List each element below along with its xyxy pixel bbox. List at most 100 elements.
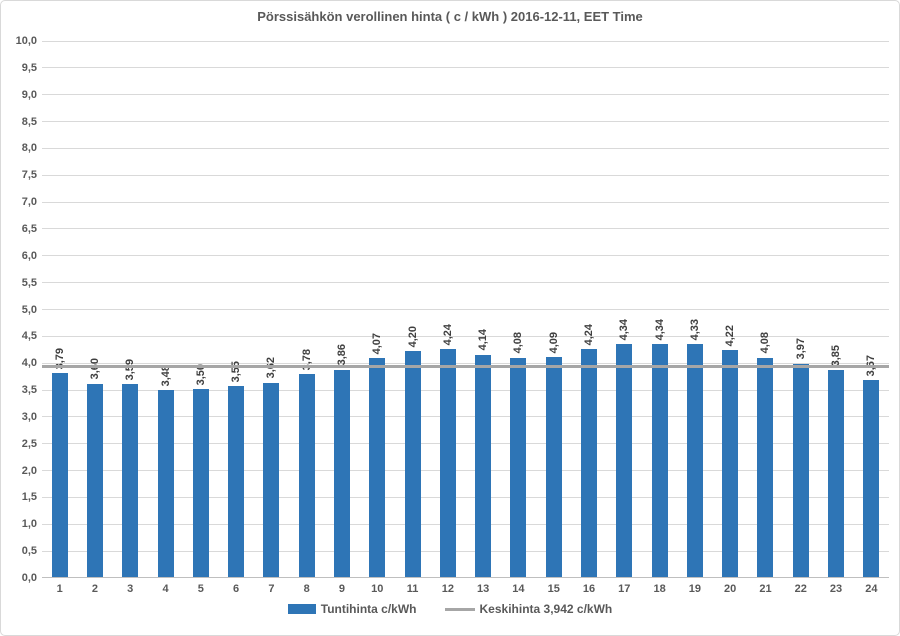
x-tick-label: 7 [268,583,275,595]
gridline [42,121,889,123]
y-tick-label: 6,5 [21,222,37,235]
x-tick-label: 1 [56,583,63,595]
y-tick-label: 3,0 [21,410,37,423]
gridline [42,282,889,284]
bar-value-label: 3,60 [88,358,101,380]
gridline [42,94,889,96]
bar-slot: 3,97 [783,41,818,578]
y-tick-label: 5,0 [21,303,37,316]
y-tick-label: 2,0 [21,464,37,477]
bar-slot: 3,59 [113,41,148,578]
bar [157,390,174,577]
bar [651,343,668,577]
bar [722,350,739,577]
gridline [42,443,889,445]
gridline [42,40,889,42]
bar-value-label: 4,34 [618,318,631,340]
bar-slot: 4,09 [536,41,571,578]
legend: Tuntihinta c/kWh Keskihinta 3,942 c/kWh [1,602,899,616]
gridline [42,67,889,69]
x-axis-line [42,577,889,578]
y-tick-label: 8,5 [21,115,37,128]
legend-item-average: Keskihinta 3,942 c/kWh [444,602,612,616]
bar [122,384,139,577]
average-line [42,364,889,368]
bar-slot: 4,20 [395,41,430,578]
bar [228,386,245,577]
bar-value-label: 4,07 [371,333,384,355]
bar-value-label: 3,62 [265,357,278,379]
bar-slot: 3,86 [324,41,359,578]
bar-value-label: 4,22 [724,324,737,347]
bar-slot: 4,14 [466,41,501,578]
x-tick-label: 11 [406,583,419,595]
bar [298,374,315,577]
bar [686,344,703,577]
x-tick-label: 4 [162,583,169,595]
x-tick-label: 5 [197,583,204,595]
bar [51,373,68,577]
bar-value-label: 3,48 [159,364,172,387]
x-tick-label: 17 [618,583,631,595]
bar-value-label: 4,09 [547,331,560,354]
gridline [42,470,889,472]
y-tick-label: 4,5 [21,330,37,343]
legend-item-series: Tuntihinta c/kWh [287,602,417,616]
y-tick-label: 7,5 [21,169,37,182]
chart-title: Pörssisähkön verollinen hinta ( c / kWh … [257,9,643,24]
gridline [42,174,889,176]
bar [581,349,598,577]
bar [828,370,845,577]
bar [757,357,774,577]
y-tick-label: 7,0 [21,196,37,209]
bar-slot: 4,34 [607,41,642,578]
gridline [42,523,889,525]
x-tick-label: 12 [441,583,454,595]
bar-value-label: 4,14 [477,329,490,351]
bar-value-label: 4,34 [653,318,666,340]
y-tick-label: 10,0 [15,35,37,47]
gridline [42,416,889,418]
bar-value-label: 4,33 [688,319,701,341]
bar [510,357,527,577]
gridline [42,201,889,203]
x-tick-label: 19 [688,583,702,595]
x-tick-label: 8 [303,583,310,595]
bar [192,389,209,577]
y-tick-label: 1,0 [21,518,37,531]
bar-value-label: 3,85 [830,344,843,367]
x-tick-label: 21 [759,583,772,595]
bar-slot: 4,08 [501,41,536,578]
x-tick-label: 13 [477,583,490,595]
bar-value-label: 4,24 [583,323,596,346]
bar-slot: 3,78 [289,41,324,578]
gridline [42,362,889,364]
bar-slot: 4,08 [748,41,783,578]
bar [86,383,103,577]
bar-value-label: 3,59 [124,358,137,381]
bar-slot: 3,60 [77,41,112,578]
bar-slot: 3,62 [254,41,289,578]
bar-slot: 3,48 [148,41,183,578]
x-tick-label: 3 [127,583,134,595]
x-tick-label: 15 [547,583,560,595]
bar [792,363,809,577]
legend-series-label: Tuntihinta c/kWh [320,602,417,616]
bar [439,349,456,577]
y-tick-label: 8,0 [21,142,37,155]
x-tick-label: 2 [91,583,98,595]
x-tick-label: 6 [233,583,240,595]
bar-value-label: 4,08 [759,332,772,354]
gridline [42,147,889,149]
bar-value-label: 4,20 [406,326,419,348]
y-tick-label: 6,0 [21,249,37,262]
y-tick-label: 0,0 [21,572,37,584]
bar-slot: 4,33 [677,41,712,578]
bar-value-label: 3,86 [335,344,348,366]
bar-slot: 4,34 [642,41,677,578]
gridline [42,550,889,552]
series-swatch-icon [287,604,316,614]
bar-slot: 4,24 [571,41,606,578]
gridline [42,389,889,391]
